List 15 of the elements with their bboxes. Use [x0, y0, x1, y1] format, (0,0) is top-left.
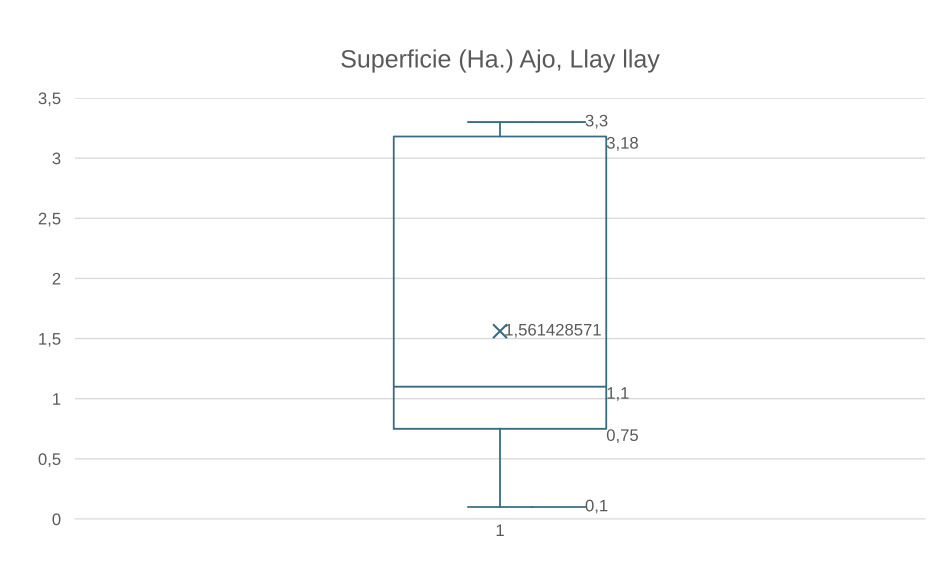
y-tick-label: 3 — [52, 152, 60, 164]
annotation: 1,561428571 — [506, 324, 601, 338]
annotation: 3,18 — [606, 136, 638, 151]
y-tick-label: 3,5 — [38, 92, 60, 106]
y-tick-label: 2 — [52, 272, 60, 284]
annotation: 0,75 — [606, 429, 638, 443]
chart-title: Superficie (Ha.) Ajo, Llay llay — [341, 49, 660, 73]
annotation: 1,1 — [608, 387, 629, 401]
annotation: 0,1 — [586, 500, 608, 514]
y-tick-label: 0 — [52, 513, 60, 526]
y-tick-label: 0,5 — [38, 453, 60, 468]
y-tick-label: 2,5 — [38, 212, 60, 226]
annotation: 3,3 — [586, 114, 608, 128]
y-tick-label: 1 — [53, 393, 60, 405]
y-tick-label: 1,5 — [39, 333, 60, 347]
